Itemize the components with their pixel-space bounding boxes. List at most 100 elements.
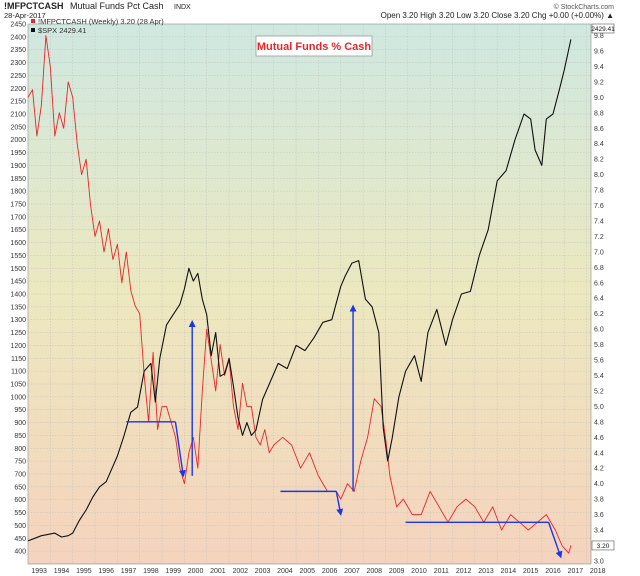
y-right-tick-label: 4.4 <box>594 450 604 457</box>
series-name-label: Mutual Funds Pct Cash <box>70 1 164 11</box>
y-left-tick-label: 1150 <box>11 356 26 363</box>
y-right-tick-label: 9.8 <box>594 33 604 40</box>
y-right-tick-label: 7.4 <box>594 218 604 225</box>
y-left-tick-label: 2150 <box>10 99 26 106</box>
y-right-tick-label: 5.4 <box>594 373 604 380</box>
y-left-tick-label: 2050 <box>10 124 26 131</box>
down-arrow-2007 <box>335 491 344 516</box>
y-left-tick-label: 1950 <box>10 150 26 157</box>
y-left-tick-label: 1850 <box>10 176 26 183</box>
down-arrow-2016 <box>547 522 563 559</box>
x-tick-label: 1997 <box>121 568 137 575</box>
legend-item-spx: $SPX 2429.41 <box>38 26 86 35</box>
credit-label: © StockCharts.com <box>554 3 615 11</box>
x-tick-label: 2005 <box>299 568 315 575</box>
y-right-tick-label: 5.8 <box>594 342 604 349</box>
y-right-tick-label: 8.6 <box>594 126 604 133</box>
y-right-tick-label: 5.0 <box>594 404 604 411</box>
x-tick-label: 1996 <box>98 568 114 575</box>
annotation-title: Mutual Funds % Cash <box>257 41 372 53</box>
date-label: 28-Apr-2017 <box>4 11 46 20</box>
series-layer <box>27 35 572 554</box>
y-right-tick-label: 4.2 <box>594 466 604 473</box>
y-right-tick-label: 7.0 <box>594 249 604 256</box>
x-tick-label: 2003 <box>255 568 271 575</box>
x-axis: 1993 1994 1995 1996 1997 1998 1999 2000 2001 2002… <box>31 568 605 575</box>
x-tick-label: 2006 <box>322 568 338 575</box>
y-left-tick-label: 1500 <box>10 266 26 273</box>
y-right-tick-label: 4.6 <box>594 435 604 442</box>
y-left-tick-label: 750 <box>14 459 26 466</box>
x-tick-label: 2009 <box>389 568 405 575</box>
y-right-tick-label: 9.0 <box>594 95 604 102</box>
y-right-tick-label: 4.0 <box>594 481 604 488</box>
y-left-tick-label: 1550 <box>10 253 26 260</box>
y-left-tick-label: 2250 <box>10 73 26 80</box>
x-tick-label: 2007 <box>344 568 360 575</box>
x-tick-label: 2012 <box>456 568 472 575</box>
spx-last-tag <box>591 23 615 34</box>
x-tick-label: 2014 <box>501 568 517 575</box>
y-right-tick-label: 6.4 <box>594 296 604 303</box>
y-right-tick-label: 8.2 <box>594 157 604 164</box>
ohlc-label: Open 3.20 High 3.20 Low 3.20 Close 3.20 … <box>381 11 614 20</box>
spx-series-line <box>27 39 572 542</box>
legend-swatch-spx <box>31 28 35 32</box>
y-right-tick-label: 7.2 <box>594 234 604 241</box>
exchange-label: INDX <box>174 4 191 11</box>
y-left-tick-label: 950 <box>14 407 26 414</box>
y-left-tick-label: 1350 <box>10 304 26 311</box>
arrow-annotations <box>126 304 563 559</box>
y-left-tick-label: 1450 <box>10 279 26 286</box>
symbol-label: !MFPCTCASH <box>4 1 64 11</box>
y-right-tick-label: 5.6 <box>594 358 604 365</box>
cash-last-value: 3.20 <box>597 543 610 550</box>
x-tick-label: 2010 <box>411 568 427 575</box>
y-left-tick-label: 650 <box>14 484 26 491</box>
x-tick-label: 2016 <box>545 568 561 575</box>
y-left-tick-label: 500 <box>14 523 26 530</box>
y-right-tick-label: 6.2 <box>594 311 604 318</box>
y-left-tick-label: 850 <box>14 433 26 440</box>
x-tick-label: 2000 <box>188 568 204 575</box>
legend-swatch-cash <box>31 19 35 23</box>
x-tick-label: 1993 <box>31 568 47 575</box>
y-left-tick-label: 2000 <box>10 137 26 144</box>
y-left-tick-label: 1000 <box>10 394 26 401</box>
y-left-tick-label: 600 <box>14 497 26 504</box>
y-left-tick-label: 1800 <box>10 189 26 196</box>
x-tick-label: 2008 <box>367 568 383 575</box>
x-tick-label: 1994 <box>54 568 70 575</box>
y-left-tick-label: 1250 <box>10 330 26 337</box>
y-left-tick-label: 400 <box>14 549 26 556</box>
y-right-tick-label: 8.4 <box>594 141 604 148</box>
y-left-tick-label: 1200 <box>10 343 26 350</box>
x-tick-label: 2001 <box>210 568 226 575</box>
y-right-tick-label: 3.8 <box>594 497 604 504</box>
x-tick-label: 2017 <box>568 568 584 575</box>
x-tick-label: 1999 <box>165 568 181 575</box>
left-axis: 400 450 500 550 600 650 700 750 800 850 900 950 1000… <box>10 22 26 556</box>
y-right-tick-label: 7.6 <box>594 203 604 210</box>
y-left-tick-label: 1100 <box>11 369 26 376</box>
y-right-tick-label: 9.4 <box>594 64 604 71</box>
y-right-tick-label: 6.6 <box>594 280 604 287</box>
x-tick-label: 2015 <box>523 568 539 575</box>
y-left-tick-label: 700 <box>14 472 26 479</box>
y-right-tick-label: 4.8 <box>594 419 604 426</box>
y-left-tick-label: 2450 <box>10 22 26 29</box>
y-left-tick-label: 1400 <box>10 292 26 299</box>
y-left-tick-label: 1300 <box>10 317 26 324</box>
y-left-tick-label: 2200 <box>10 86 26 93</box>
x-tick-label: 2011 <box>434 568 449 575</box>
x-tick-label: 2004 <box>277 568 293 575</box>
y-left-tick-label: 1700 <box>10 214 26 221</box>
x-tick-label: 2013 <box>478 568 494 575</box>
down-arrow-2000 <box>174 421 186 478</box>
x-tick-label: 1998 <box>143 568 159 575</box>
y-left-tick-label: 1650 <box>10 227 26 234</box>
y-left-tick-label: 450 <box>14 536 26 543</box>
cash-last-tag <box>591 540 615 551</box>
